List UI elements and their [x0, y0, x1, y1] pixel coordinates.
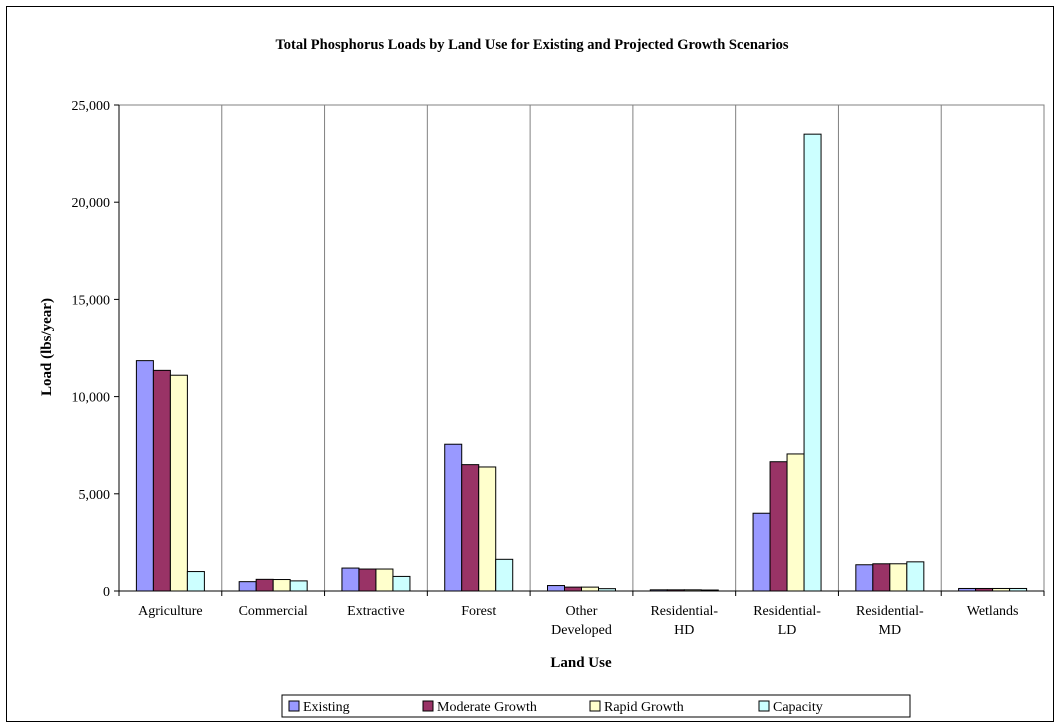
bar — [135, 360, 154, 592]
x-tick-label: Wetlands — [967, 604, 1019, 619]
y-tick-label: 15,000 — [72, 293, 111, 308]
bar — [186, 571, 205, 592]
bar — [975, 587, 994, 592]
bar — [375, 568, 394, 592]
bar — [752, 512, 771, 592]
y-tick-label: 25,000 — [72, 99, 111, 114]
bar — [889, 563, 908, 592]
bar — [461, 464, 480, 592]
x-axis-label: Land Use — [550, 655, 612, 671]
plot-area: 0 5,000 10,000 15,000 20,000 25,000 Agricultur… — [72, 99, 1045, 638]
bar — [564, 586, 582, 592]
bar — [547, 585, 565, 592]
bar — [872, 563, 891, 592]
bar — [1009, 587, 1028, 592]
legend-swatch — [288, 700, 300, 712]
y-tick-label: 20,000 — [72, 196, 111, 211]
bar — [598, 588, 616, 592]
legend: Existing Moderate Growth Rapid Growth Capac… — [281, 694, 911, 718]
x-tick-label: HD — [674, 623, 694, 638]
bar — [392, 575, 411, 592]
x-tick-label: Other — [566, 604, 598, 619]
x-tick-label: Residential- — [650, 604, 718, 619]
legend-swatch — [758, 700, 770, 712]
x-tick-label: LD — [778, 623, 797, 638]
bar — [683, 589, 702, 592]
bar — [906, 561, 925, 592]
x-tick-label: Extractive — [347, 604, 405, 619]
bar — [769, 461, 788, 592]
bar — [444, 443, 463, 592]
bar — [255, 578, 274, 592]
bar — [581, 586, 599, 592]
bar — [958, 587, 977, 592]
legend-swatch — [422, 700, 434, 712]
chart-title: Total Phosphorus Loads by Land Use for E… — [275, 37, 788, 53]
legend-swatch — [589, 700, 601, 712]
bar — [803, 133, 822, 592]
bar — [495, 558, 514, 592]
bar — [700, 589, 719, 592]
legend-label: Existing — [303, 700, 350, 715]
x-tick-label: Residential- — [856, 604, 924, 619]
x-tick-label: Commercial — [239, 604, 308, 619]
bar — [341, 567, 360, 592]
bar — [238, 581, 257, 592]
x-tick-label: Residential- — [753, 604, 821, 619]
bar — [272, 579, 291, 592]
bar — [289, 580, 308, 592]
x-tick-label: Forest — [461, 604, 496, 619]
bar — [152, 369, 171, 592]
y-tick-label: 5,000 — [79, 488, 111, 503]
x-tick-label: Developed — [551, 623, 612, 638]
y-tick-label: 0 — [103, 585, 110, 600]
x-tick-label: MD — [879, 623, 902, 638]
legend-label: Rapid Growth — [604, 700, 684, 715]
bar — [992, 587, 1011, 592]
bar — [478, 466, 497, 592]
legend-label: Moderate Growth — [437, 700, 537, 715]
y-tick-label: 10,000 — [72, 391, 111, 406]
bar — [358, 568, 377, 592]
bar — [786, 453, 805, 592]
y-axis-label: Load (lbs/year) — [39, 298, 55, 396]
bar — [649, 589, 668, 592]
plot-border — [118, 104, 1045, 592]
bar — [855, 564, 874, 592]
x-tick-label: Agriculture — [138, 604, 203, 619]
bar — [666, 589, 685, 592]
legend-label: Capacity — [773, 700, 823, 715]
bar — [169, 374, 188, 592]
